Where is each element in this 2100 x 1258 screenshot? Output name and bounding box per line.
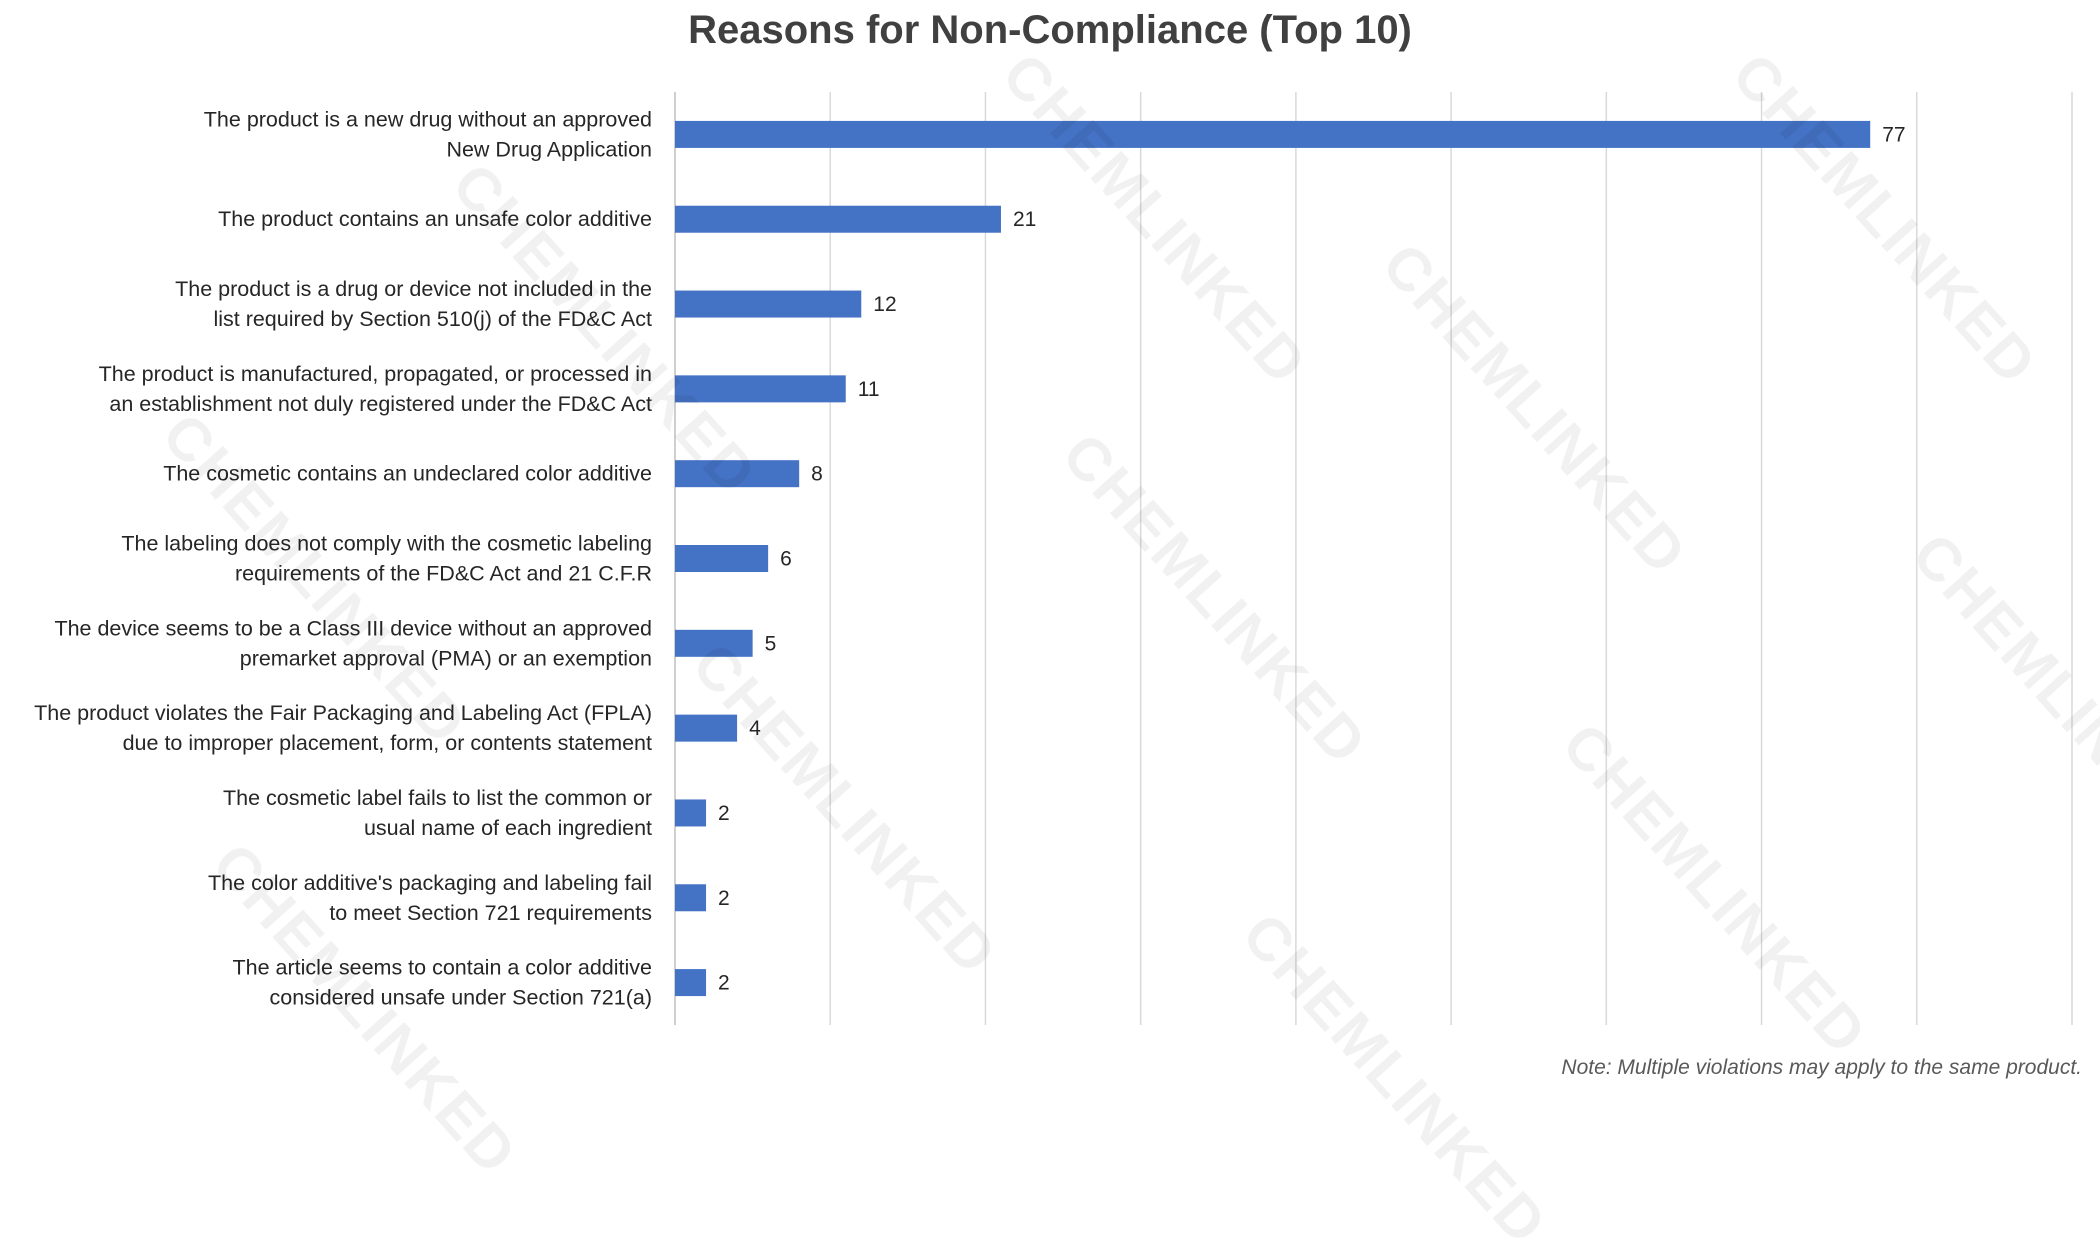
category-label-line: usual name of each ingredient: [364, 816, 652, 840]
category-label: The product is a drug or device not incl…: [175, 277, 652, 331]
bar: [675, 545, 769, 572]
data-label: 6: [780, 548, 792, 571]
bar: [675, 714, 738, 742]
category-label-line: The labeling does not comply with the co…: [121, 532, 652, 556]
bar: [675, 375, 846, 403]
bar: [675, 460, 800, 488]
bar: [675, 969, 707, 997]
data-label: 5: [765, 632, 777, 655]
footnote: Note: Multiple violations may apply to t…: [1561, 1056, 2082, 1079]
category-label: The cosmetic label fails to list the com…: [223, 786, 652, 840]
data-label: 12: [873, 293, 896, 316]
category-label: The product is a new drug without an app…: [204, 107, 652, 161]
category-label-line: list required by Section 510(j) of the F…: [213, 307, 652, 331]
bar: [675, 629, 753, 657]
category-label-line: The color additive's packaging and label…: [208, 871, 652, 895]
data-label: 8: [811, 463, 823, 486]
data-label: 4: [749, 717, 761, 740]
category-label-line: The product is manufactured, propagated,…: [99, 362, 652, 386]
bars: [675, 120, 1871, 997]
category-label: The cosmetic contains an undeclared colo…: [163, 462, 652, 486]
category-label: The article seems to contain a color add…: [233, 956, 652, 1010]
bar: [675, 799, 707, 827]
category-label: The product is manufactured, propagated,…: [99, 362, 652, 416]
data-label: 77: [1882, 123, 1905, 146]
category-label-line: The product is a new drug without an app…: [204, 107, 652, 131]
category-label-line: The device seems to be a Class III devic…: [54, 616, 652, 640]
category-label-line: The product contains an unsafe color add…: [218, 207, 652, 231]
data-label: 21: [1013, 208, 1036, 231]
category-label-line: The product is a drug or device not incl…: [175, 277, 652, 301]
bar: [675, 120, 1871, 148]
category-label: The labeling does not comply with the co…: [121, 532, 652, 586]
category-label: The device seems to be a Class III devic…: [54, 616, 652, 670]
category-label-line: requirements of the FD&C Act and 21 C.F.…: [235, 562, 652, 586]
bar-chart: The product is a new drug without an app…: [34, 92, 2073, 1025]
chart-title: Reasons for Non-Compliance (Top 10): [688, 8, 1412, 52]
category-label-line: to meet Section 721 requirements: [329, 901, 652, 925]
category-label-line: New Drug Application: [446, 137, 652, 161]
category-label: The product violates the Fair Packaging …: [34, 701, 652, 755]
category-label-line: The cosmetic contains an undeclared colo…: [163, 462, 652, 486]
category-label-line: considered unsafe under Section 721(a): [270, 986, 652, 1010]
gridlines: [674, 92, 2073, 1025]
bar: [675, 290, 862, 318]
category-label-line: an establishment not duly registered und…: [109, 392, 652, 416]
bar: [675, 205, 1001, 233]
category-label: The color additive's packaging and label…: [208, 871, 652, 925]
category-label-line: The cosmetic label fails to list the com…: [223, 786, 652, 810]
data-labels: 77 21 12 11 8 6 5 4 2 2 2: [718, 123, 1906, 994]
data-label: 2: [718, 802, 730, 825]
data-label: 2: [718, 972, 730, 995]
category-label-line: premarket approval (PMA) or an exemption: [240, 646, 652, 670]
category-label-line: due to improper placement, form, or cont…: [123, 731, 652, 755]
category-label-line: The product violates the Fair Packaging …: [34, 701, 652, 725]
bar: [675, 884, 707, 912]
category-label: The product contains an unsafe color add…: [218, 207, 652, 231]
category-label-line: The article seems to contain a color add…: [233, 956, 652, 980]
data-label: 2: [718, 887, 730, 910]
category-labels: The product is a new drug without an app…: [34, 107, 652, 1009]
data-label: 11: [858, 378, 880, 401]
